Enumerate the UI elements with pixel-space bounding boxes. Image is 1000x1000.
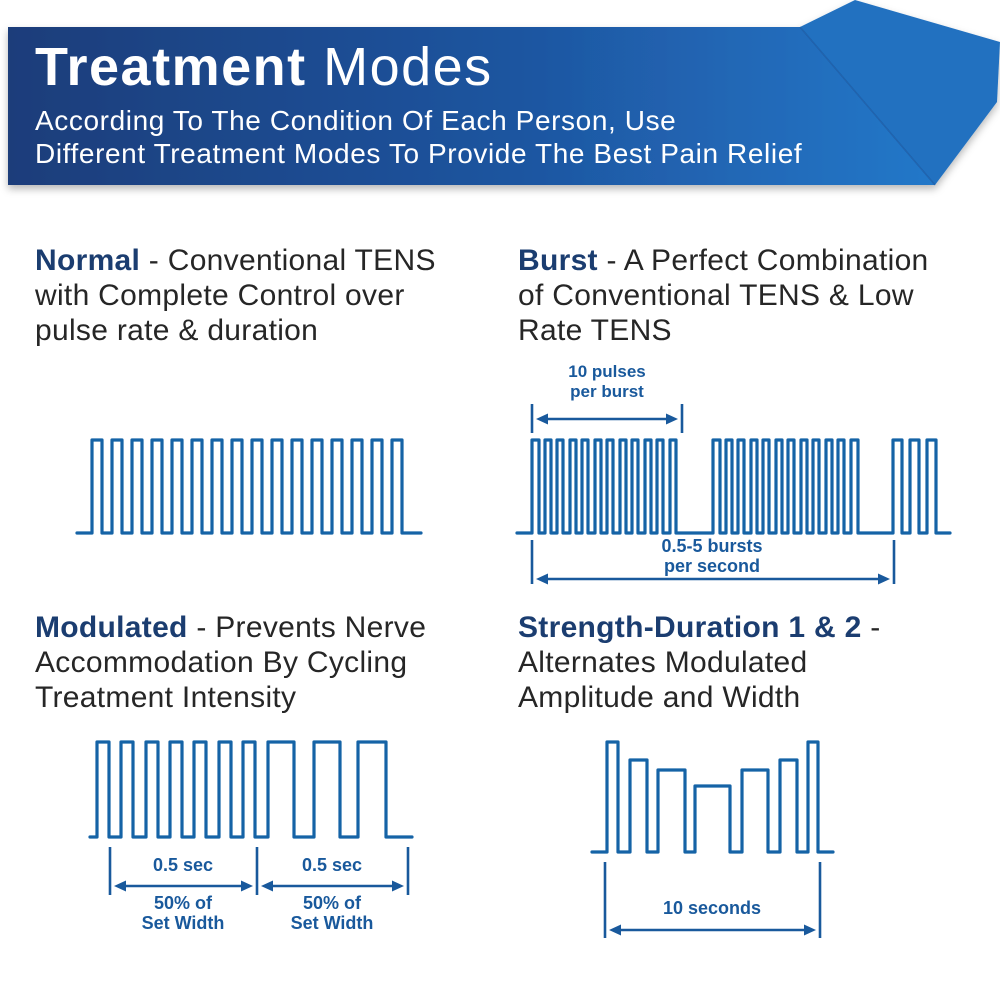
term-burst: Burst [518, 244, 598, 277]
label-sd-duration: 10 seconds [662, 898, 762, 918]
subtitle-line-1: According To The Condition Of Each Perso… [35, 105, 677, 136]
label-pulses-per-burst-line1: 10 pulses [568, 362, 646, 381]
arrowhead-left [114, 880, 126, 892]
arrowhead-right [666, 413, 678, 425]
page-title-light: Modes [306, 37, 493, 97]
header-ribbon [8, 0, 1000, 186]
desc-normal-line3: pulse rate & duration [35, 314, 319, 347]
desc-burst-line3: Rate TENS [518, 314, 672, 347]
arrowhead-left [261, 880, 273, 892]
label-mod-right-width: Set Width [290, 913, 374, 933]
label-mod-left-pct: 50% of [153, 893, 213, 913]
strength-duration-waveform [590, 740, 835, 854]
label-pulses-per-burst-line2: per burst [570, 382, 644, 401]
section-modulated-heading: Modulated - Prevents Nerve Accommodation… [35, 610, 426, 715]
normal-waveform [75, 438, 423, 535]
label-pulses-per-burst: 10 pulses per burst [568, 362, 646, 402]
label-mod-right-setwidth: 50% of Set Width [291, 893, 374, 933]
arrowhead-right [392, 880, 404, 892]
desc-normal-line2: with Complete Control over [35, 279, 405, 312]
page-title: Treatment Modes [35, 38, 802, 96]
term-strength-duration: Strength-Duration 1 & 2 [518, 611, 862, 644]
arrowhead-right [878, 573, 890, 585]
desc-sd-line2: Alternates Modulated [518, 646, 808, 679]
modulated-waveform [88, 740, 414, 839]
label-mod-left-width: Set Width [141, 913, 225, 933]
label-bursts-per-second-line1: 0.5-5 bursts [661, 536, 763, 556]
desc-sd-line1: - [861, 611, 881, 644]
page-title-bold: Treatment [35, 37, 307, 97]
section-strength-duration-heading: Strength-Duration 1 & 2 - Alternates Mod… [518, 610, 881, 715]
desc-sd-line3: Amplitude and Width [518, 681, 801, 714]
arrowhead-right [804, 924, 816, 936]
section-normal-heading: Normal - Conventional TENS with Complete… [35, 243, 436, 348]
arrowhead-left [536, 413, 548, 425]
term-normal: Normal [35, 244, 141, 277]
subtitle-line-2: Different Treatment Modes To Provide The… [35, 138, 803, 169]
desc-modulated-line2: Accommodation By Cycling [35, 646, 408, 679]
page-subtitle: According To The Condition Of Each Perso… [35, 104, 802, 170]
ribbon-fold-edge [799, 26, 936, 186]
desc-normal-line1: - Conventional TENS [140, 244, 436, 277]
arrowhead-left [609, 924, 621, 936]
arrowhead-right [241, 880, 253, 892]
label-mod-right-time: 0.5 sec [301, 855, 363, 875]
arrowhead-left [536, 573, 548, 585]
section-burst-heading: Burst - A Perfect Combination of Convent… [518, 243, 929, 348]
desc-burst-line2: of Conventional TENS & Low [518, 279, 914, 312]
desc-burst-line1: - A Perfect Combination [597, 244, 929, 277]
desc-modulated-line3: Treatment Intensity [35, 681, 297, 714]
header-text: Treatment Modes According To The Conditi… [35, 38, 802, 170]
label-mod-left-time: 0.5 sec [152, 855, 214, 875]
burst-waveform [515, 438, 952, 535]
label-mod-left-setwidth: 50% of Set Width [142, 893, 225, 933]
label-mod-right-pct: 50% of [302, 893, 362, 913]
ribbon-fold-shape [800, 0, 1000, 185]
term-modulated: Modulated [35, 611, 188, 644]
banner-shape [8, 27, 935, 185]
label-bursts-per-second: 0.5-5 bursts per second [661, 536, 762, 576]
desc-modulated-line1: - Prevents Nerve [187, 611, 427, 644]
label-bursts-per-second-line2: per second [663, 556, 761, 576]
